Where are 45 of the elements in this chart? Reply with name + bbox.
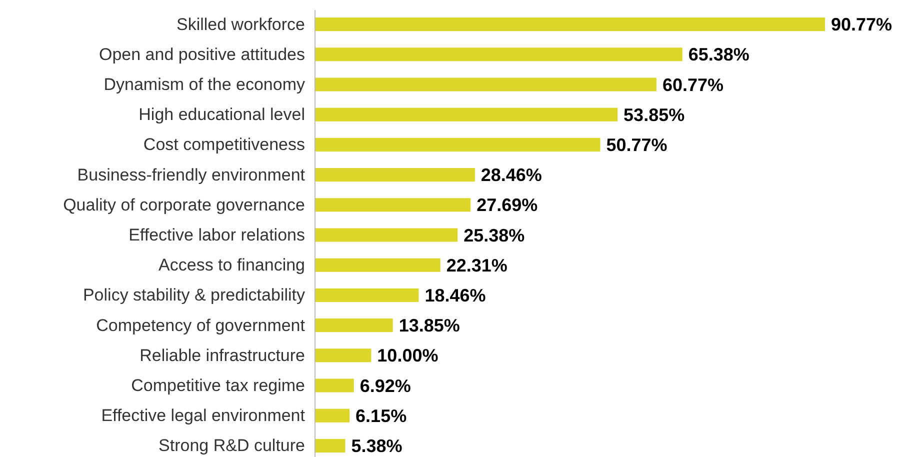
- y-tick-label: Effective legal environment: [101, 406, 306, 426]
- bar: [315, 108, 618, 122]
- y-tick-label: Effective labor relations: [128, 225, 305, 244]
- y-tick-label: Skilled workforce: [176, 14, 305, 34]
- y-tick-label: Reliable infrastructure: [140, 346, 305, 365]
- data-label: 6.92%: [360, 376, 411, 396]
- y-tick-label: High educational level: [138, 105, 305, 124]
- y-tick-label: Open and positive attitudes: [98, 44, 305, 64]
- bar: [315, 318, 393, 332]
- bar: [315, 168, 475, 182]
- y-tick-label: Cost competitiveness: [143, 135, 305, 154]
- data-label: 27.69%: [476, 195, 538, 216]
- data-label: 10.00%: [377, 346, 438, 366]
- bar: [315, 378, 354, 392]
- bar: [315, 438, 346, 452]
- bar: [315, 408, 350, 422]
- bar: [315, 78, 656, 92]
- bar: [315, 288, 419, 302]
- bar: [315, 18, 825, 32]
- data-label: 65.38%: [688, 44, 750, 65]
- data-label: 25.38%: [464, 225, 525, 246]
- data-label: 90.77%: [831, 14, 892, 35]
- bar: [315, 48, 682, 62]
- y-tick-label: Policy stability & predictability: [82, 286, 306, 305]
- y-tick-label: Competency of government: [96, 316, 306, 335]
- data-label: 22.31%: [446, 255, 508, 276]
- data-label: 13.85%: [398, 316, 460, 336]
- data-label: 18.46%: [424, 286, 486, 306]
- y-tick-label: Access to financing: [158, 256, 305, 275]
- bar: [315, 348, 372, 362]
- y-tick-label: Strong R&D culture: [158, 436, 305, 456]
- data-label: 28.46%: [480, 165, 542, 186]
- data-label: 50.77%: [606, 135, 668, 155]
- bar: [315, 198, 471, 212]
- y-tick-label: Quality of corporate governance: [63, 195, 305, 214]
- bar: [315, 228, 458, 242]
- bar: [315, 258, 440, 272]
- y-tick-label: Competitive tax regime: [131, 376, 305, 395]
- bar: [315, 138, 600, 152]
- y-tick-label: Dynamism of the economy: [104, 74, 306, 94]
- data-label: 5.38%: [351, 436, 402, 456]
- data-label: 6.15%: [356, 406, 407, 426]
- y-tick-label: Business-friendly environment: [77, 165, 306, 184]
- data-label: 60.77%: [662, 74, 724, 95]
- data-label: 53.85%: [624, 104, 685, 125]
